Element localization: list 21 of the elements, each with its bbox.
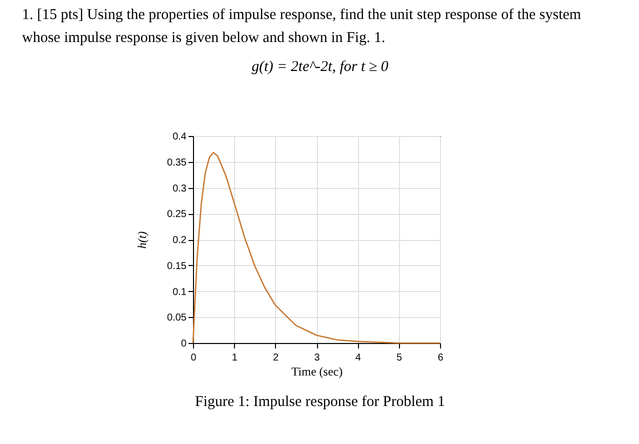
x-tick-label: 4 — [355, 352, 362, 364]
x-tick-label: 3 — [314, 352, 320, 364]
y-tick-label: 0.05 — [167, 312, 187, 324]
y-tick-label: 0.25 — [167, 209, 187, 220]
y-axis-title: h(t) — [135, 231, 150, 249]
x-tick-label: 2 — [273, 352, 280, 364]
y-tick-label: 0 — [180, 338, 187, 350]
x-tick-label: 0 — [190, 352, 197, 364]
y-tick-label: 0.2 — [172, 235, 187, 246]
y-tick-label: 0.15 — [167, 260, 187, 272]
chart-subtitle: g(t) = 2te^-2t, for t ≥ 0 — [252, 59, 389, 75]
y-tick-label: 0.4 — [172, 132, 187, 142]
x-tick-label: 1 — [232, 352, 238, 364]
y-tick-label: 0.35 — [167, 157, 187, 168]
x-tick-label: 5 — [396, 352, 403, 364]
y-tick-label: 0.1 — [172, 286, 187, 298]
x-tick-label: 6 — [438, 352, 444, 364]
caption: Figure 1: Impulse response for Problem 1 — [195, 394, 445, 410]
x-axis-title: Time (sec) — [291, 364, 343, 378]
y-tick-label: 0.3 — [172, 183, 187, 194]
chart-title: 1. [15 pts] Using the properties of impulse response, find the unit step response of the system whose impulse response is given below and shown in Fig. 1. — [22, 7, 582, 46]
